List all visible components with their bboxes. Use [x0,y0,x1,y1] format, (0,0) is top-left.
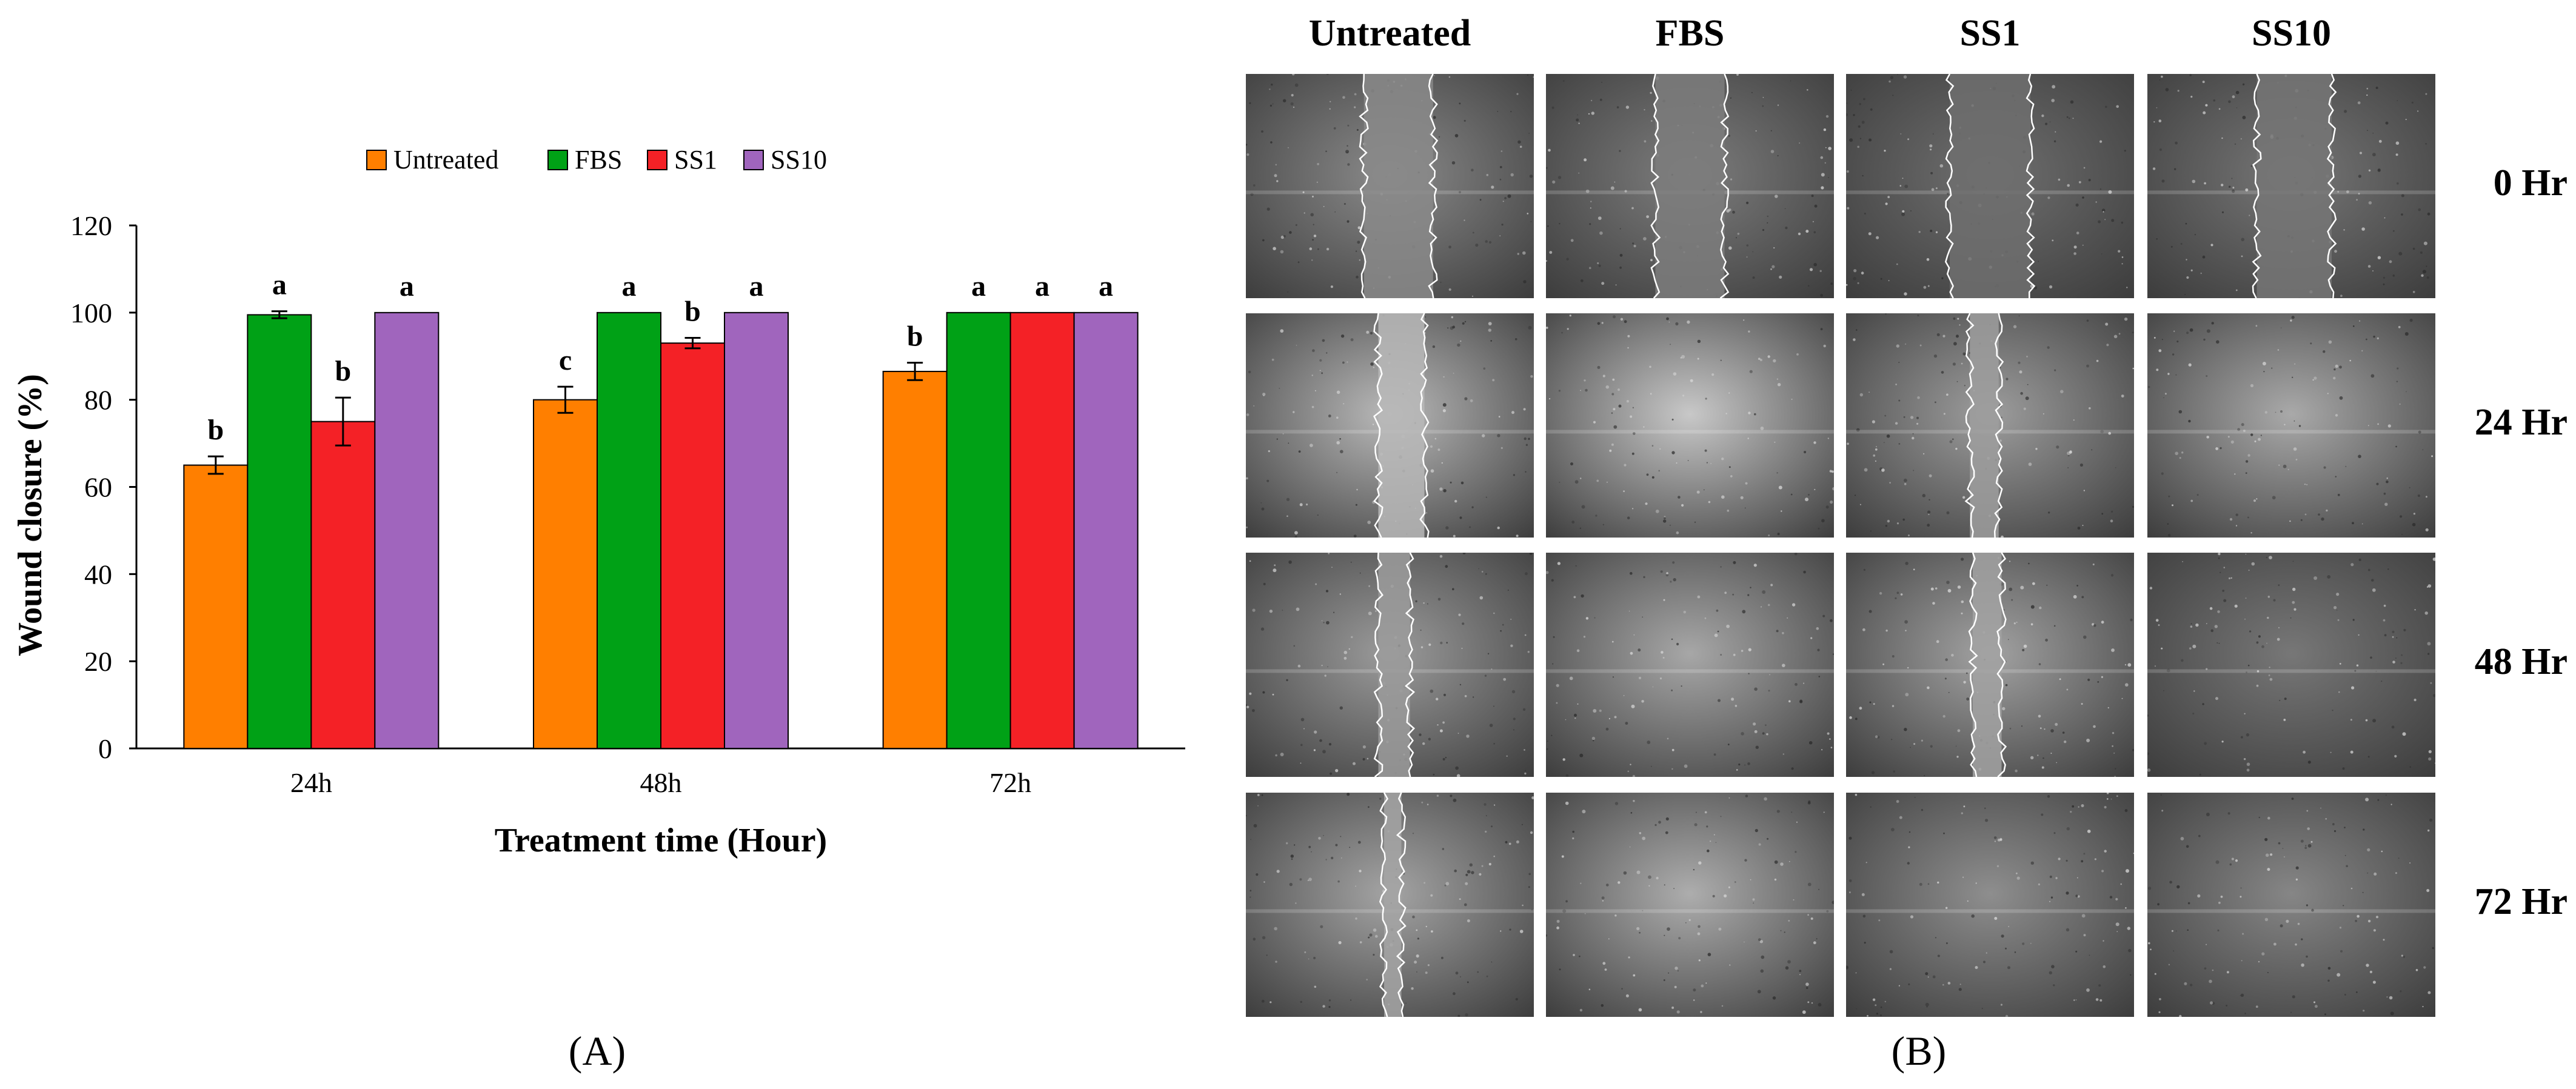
chart-error-bars [207,310,923,475]
legend-label-fbs: FBS [575,145,622,175]
significance-letter: a [622,270,637,302]
x-axis-title: Treatment time (Hour) [495,822,827,859]
column-header-ss1: SS1 [1959,13,2021,54]
micrograph-fbs-48hr [1546,553,1834,777]
micrograph-fbs-0hr [1546,74,1834,298]
significance-letter: a [971,270,986,302]
bar-untreated-24h [183,464,249,750]
x-tick-label: 48h [640,767,682,798]
bar-ss1-48h [660,342,725,749]
legend-label-ss10: SS10 [771,145,827,175]
y-tick-label: 60 [84,472,112,503]
bar-ss1-72h [1009,311,1075,749]
column-header-ss10: SS10 [2252,13,2331,54]
bar-ss10-48h [724,311,789,749]
micrograph-ss10-24hr [2147,313,2435,538]
micrograph-fbs-72hr [1546,793,1834,1017]
legend-swatch-untreated [366,150,387,170]
panel-a-label: (A) [568,1028,626,1074]
column-header-fbs: FBS [1655,13,1725,54]
micrograph-ss10-48hr [2147,553,2435,777]
bar-ss10-24h [374,311,440,749]
y-tick-label: 100 [70,298,112,328]
micrograph-untreated-48hr [1246,553,1534,777]
significance-letter: a [749,270,764,302]
micrograph-ss1-24hr [1846,313,2134,538]
micrograph-ss1-72hr [1846,793,2134,1017]
chart-legend: Untreated FBS SS1 SS10 [366,145,827,175]
bar-fbs-72h [946,311,1011,749]
bar-ss10-72h [1073,311,1139,749]
micrograph-untreated-72hr [1246,793,1534,1017]
legend-label-untreated: Untreated [393,145,498,175]
significance-letter: b [335,355,351,387]
row-header-24hr: 24 Hr [2474,402,2568,443]
significance-letter: a [1099,270,1113,302]
chart-significance-letters: b a b a c a b a b a a a [207,269,1113,446]
chart-bars [183,311,1139,750]
micrograph-fbs-24hr [1546,313,1834,538]
y-tick-label: 0 [98,733,112,764]
bar-fbs-48h [597,311,661,749]
bar-ss1-24h [310,421,376,749]
micrograph-untreated-0hr [1246,74,1534,298]
micrograph-ss1-0hr [1846,74,2134,298]
micrograph-ss1-48hr [1846,553,2134,777]
significance-letter: a [272,269,287,301]
y-axis-title: Wound closure (%) [12,374,49,656]
micrograph-ss10-0hr [2147,74,2435,298]
bar-untreated-48h [533,399,598,749]
row-header-0hr: 0 Hr [2493,162,2568,204]
column-header-untreated: Untreated [1308,13,1471,54]
row-header-72hr: 72 Hr [2474,881,2568,922]
y-tick-label: 40 [84,559,112,590]
legend-swatch-ss10 [743,150,764,170]
significance-letter: b [907,321,923,353]
legend-label-ss1: SS1 [674,145,717,175]
significance-letter: b [684,296,701,328]
y-tick-label: 20 [84,646,112,677]
legend-swatch-ss1 [647,150,667,170]
significance-letter: c [559,344,572,376]
significance-letter: a [400,270,414,302]
x-tick-label: 24h [290,767,332,798]
bar-untreated-72h [882,370,948,749]
wound-closure-chart: 0 20 40 60 80 100 120 24h 48h 72h b a b a c a b a b a a a Un… [12,145,1185,859]
bar-fbs-24h [247,314,312,749]
y-tick-label: 120 [70,210,112,241]
y-tick-label: 80 [84,385,112,416]
x-tick-label: 72h [989,767,1031,798]
panel-b-label: (B) [1891,1028,1947,1074]
significance-letter: a [1035,270,1049,302]
micrograph-untreated-24hr [1246,313,1534,538]
legend-swatch-fbs [547,150,568,170]
row-header-48hr: 48 Hr [2474,641,2568,682]
significance-letter: b [207,414,224,446]
micrograph-ss10-72hr [2147,793,2435,1017]
